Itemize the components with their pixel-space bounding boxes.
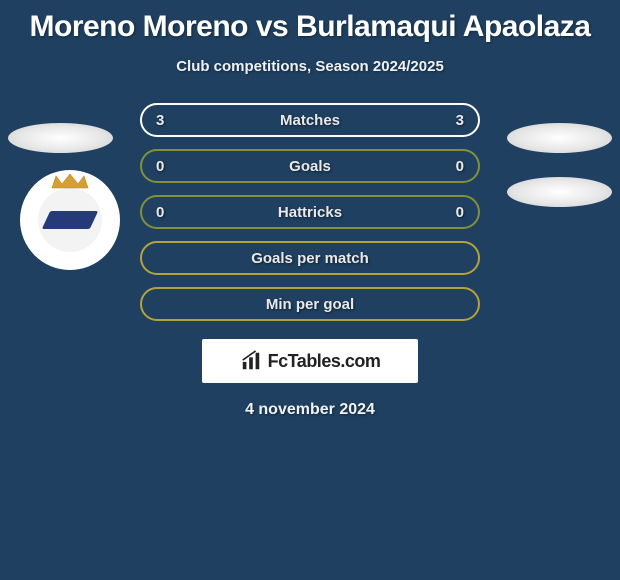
crest-inner <box>38 188 102 252</box>
stat-label: Goals <box>186 158 434 175</box>
page-title: Moreno Moreno vs Burlamaqui Apaolaza <box>0 0 620 44</box>
stat-left-value: 3 <box>156 112 186 129</box>
date-text: 4 november 2024 <box>0 401 620 419</box>
stat-left-value: 0 <box>156 204 186 221</box>
player-left-badge <box>8 123 113 153</box>
player-right-badge-1 <box>507 123 612 153</box>
player-right-badge-2 <box>507 177 612 207</box>
stat-label: Min per goal <box>186 296 434 313</box>
stat-row: 3 Matches 3 <box>140 103 480 137</box>
subtitle: Club competitions, Season 2024/2025 <box>0 58 620 75</box>
crest-stripe <box>42 211 98 229</box>
stat-left-value: 0 <box>156 158 186 175</box>
crown-icon <box>50 172 90 190</box>
stat-label: Hattricks <box>186 204 434 221</box>
stat-row: Min per goal <box>140 287 480 321</box>
stat-right-value: 0 <box>434 204 464 221</box>
logo-text: FcTables.com <box>268 351 381 372</box>
stat-right-value: 0 <box>434 158 464 175</box>
stat-row: 0 Hattricks 0 <box>140 195 480 229</box>
fctables-logo: FcTables.com <box>202 339 418 383</box>
stat-label: Goals per match <box>186 250 434 267</box>
stat-row: 0 Goals 0 <box>140 149 480 183</box>
bar-chart-icon <box>240 350 262 372</box>
stat-row: Goals per match <box>140 241 480 275</box>
club-crest-left <box>20 170 120 270</box>
stat-right-value: 3 <box>434 112 464 129</box>
stat-label: Matches <box>186 112 434 129</box>
